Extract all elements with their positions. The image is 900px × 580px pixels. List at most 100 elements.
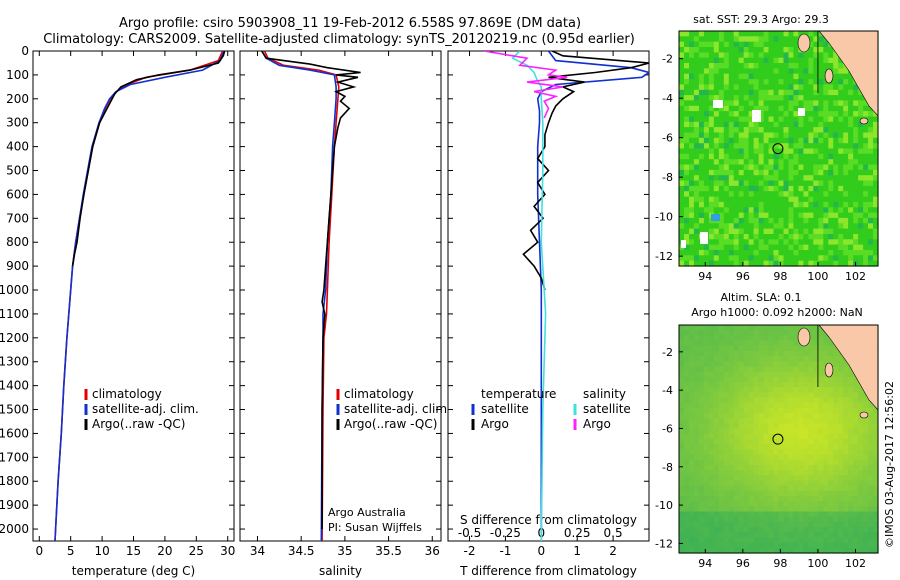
map-cell (818, 84, 824, 91)
map-cell (723, 79, 730, 85)
map-cell (803, 260, 809, 267)
map-cell (818, 47, 824, 53)
map-cell (748, 212, 755, 219)
map-cell (798, 392, 804, 399)
map-cell (733, 234, 740, 240)
map-cell (858, 475, 864, 482)
map-cell (708, 516, 715, 523)
map-cell (843, 371, 849, 378)
map-cell (843, 392, 849, 399)
map-cell (803, 350, 809, 357)
x-tick-label: 20 (157, 544, 172, 558)
map-cell (693, 111, 700, 117)
map-cell (708, 191, 715, 198)
map-cell (743, 234, 750, 240)
map-cell (828, 464, 834, 471)
map-cell (823, 449, 829, 456)
map-cell (798, 255, 804, 262)
map-cell (728, 397, 735, 404)
map-cell (783, 506, 790, 513)
map-cell (728, 31, 735, 37)
map-cell (853, 223, 859, 230)
map-cell (698, 496, 705, 502)
map-cell (773, 449, 780, 456)
map-cell (698, 196, 705, 203)
map-cell (823, 392, 829, 399)
map-cell (813, 132, 819, 139)
map-cell (868, 223, 874, 230)
map-cell (813, 407, 819, 414)
map-cell (838, 402, 844, 409)
map-cell (748, 79, 755, 85)
map-cell (684, 47, 690, 53)
map-cell (798, 356, 804, 362)
map-cell (718, 387, 725, 393)
map-cell (723, 185, 730, 192)
map-cell (798, 459, 804, 466)
map-cell (748, 260, 755, 267)
map-cell (728, 501, 735, 507)
map-cell (713, 250, 720, 256)
map-cell (863, 159, 869, 166)
map-cell (708, 407, 715, 414)
salinity-annotation-2: PI: Susan Wijffels (328, 521, 422, 534)
map-cell (708, 169, 715, 176)
map-cell (718, 397, 725, 404)
map-cell (713, 41, 720, 48)
map-cell (863, 185, 869, 192)
map-cell (753, 63, 760, 69)
map-cell (693, 371, 700, 378)
map-cell (873, 439, 879, 445)
map-cell (708, 464, 715, 471)
map-cell (748, 464, 755, 471)
map-cell (733, 148, 740, 155)
map-cell (788, 449, 795, 456)
map-cell (743, 212, 750, 219)
map-cell (723, 41, 730, 48)
map-cell (698, 111, 705, 117)
map-cell (838, 169, 844, 176)
header-line1: Argo profile: csiro 5903908_11 19-Feb-20… (119, 16, 581, 31)
map-cell (873, 116, 879, 123)
map-cell (689, 459, 695, 466)
map-cell (743, 506, 750, 513)
map-cell (823, 169, 829, 176)
legend-label: Argo (481, 417, 509, 431)
map-cell (798, 137, 804, 144)
map-cell (718, 234, 725, 240)
map-cell (723, 413, 730, 419)
map-cell (723, 521, 730, 528)
map-cell (823, 121, 829, 128)
map-cell (748, 191, 755, 198)
map-cell (693, 387, 700, 393)
map-cell (733, 345, 740, 352)
map-cell (808, 366, 814, 373)
map-cell (758, 366, 765, 373)
map-cell (768, 41, 775, 48)
map-cell (698, 439, 705, 445)
map-cell (803, 387, 809, 393)
map-cell (718, 116, 725, 123)
map-cell (813, 345, 819, 352)
map-cell (798, 506, 804, 513)
map-cell (698, 506, 705, 513)
map-cell (868, 444, 874, 450)
map-cell (863, 397, 869, 404)
map-cell (684, 180, 690, 187)
map-cell (768, 335, 775, 342)
map-cell (783, 532, 790, 539)
map-cell (798, 423, 804, 430)
map-cell (843, 361, 849, 368)
map-cell (708, 260, 715, 267)
map-cell (803, 111, 809, 117)
map-cell (684, 376, 690, 383)
map-cell (679, 116, 685, 123)
map-cell (708, 521, 715, 528)
map-cell (843, 159, 849, 166)
map-cell (763, 244, 770, 251)
map-cell (693, 63, 700, 69)
map-cell (798, 95, 804, 101)
map-cell (758, 41, 765, 48)
map-cell (833, 185, 839, 192)
map-cell (738, 63, 745, 69)
